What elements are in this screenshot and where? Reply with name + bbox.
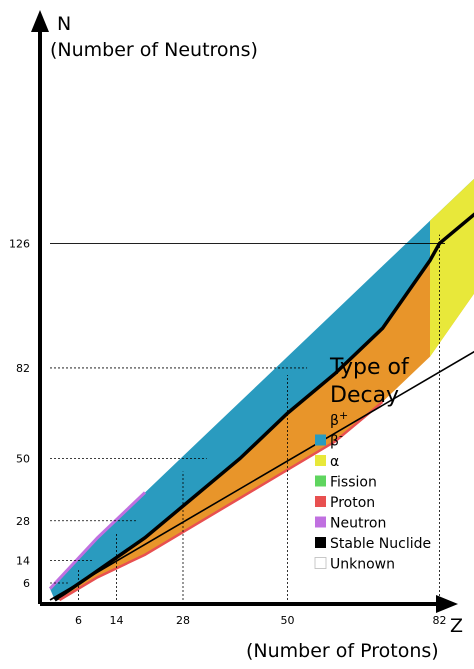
magic-number-grid — [50, 234, 446, 600]
y-tick-label: 82 — [16, 362, 30, 375]
legend-title-line2: Decay — [330, 383, 399, 408]
legend-label: Fission — [330, 475, 377, 491]
legend-title-line1: Type of — [329, 355, 410, 380]
proton-drip-edge — [58, 400, 384, 602]
x-axis-arrow — [436, 595, 458, 613]
beta-minus-band — [50, 178, 474, 600]
y-axis-arrow — [31, 10, 49, 32]
legend-swatch — [315, 434, 326, 446]
legend-swatch — [315, 537, 326, 548]
legend-label: α — [330, 454, 339, 470]
y-tick-label: 50 — [16, 453, 30, 466]
legend-label: Stable Nuclide — [330, 536, 431, 552]
x-axis-letter: Z — [450, 615, 463, 637]
alpha-band — [430, 178, 474, 357]
legend-label: Unknown — [330, 557, 395, 573]
x-tick-label: 28 — [176, 614, 190, 627]
x-axis-title: (Number of Protons) — [246, 640, 439, 662]
x-tick-label: 14 — [110, 614, 124, 627]
legend-swatch — [315, 414, 326, 425]
legend-swatch — [315, 496, 326, 507]
legend-swatch — [315, 475, 326, 487]
legend-swatch — [315, 455, 326, 466]
neutron-drip-edge — [48, 491, 147, 590]
legend-swatch — [315, 516, 326, 528]
x-tick-label: 50 — [281, 614, 295, 627]
legend-swatch — [314, 557, 327, 569]
y-axis-letter: N — [57, 13, 71, 35]
x-tick-label: 82 — [433, 614, 447, 627]
legend: Type of Decay β+β-α Fission Proton Neutron S… — [314, 355, 431, 573]
legend-label: Neutron — [330, 516, 386, 532]
x-tick-label: 6 — [75, 614, 82, 627]
y-tick-label: 28 — [16, 515, 30, 528]
y-tick-label: 6 — [23, 577, 30, 590]
legend-label: β+ — [330, 409, 348, 429]
legend-label: β- — [330, 430, 343, 450]
axes — [31, 10, 458, 613]
legend-entries: β+β-α Fission Proton Neutron Stable Nuclide U… — [314, 409, 431, 573]
y-axis-title: (Number of Neutrons) — [50, 39, 258, 61]
y-tick-label: 126 — [9, 237, 30, 250]
legend-label: Proton — [330, 495, 375, 511]
tick-labels: 6 14 28 50 82 126 6 14 28 50 82 — [9, 237, 447, 627]
y-tick-label: 14 — [16, 554, 30, 567]
decay-mode-bands — [48, 178, 474, 602]
stable-nuclide-valley — [53, 212, 474, 602]
